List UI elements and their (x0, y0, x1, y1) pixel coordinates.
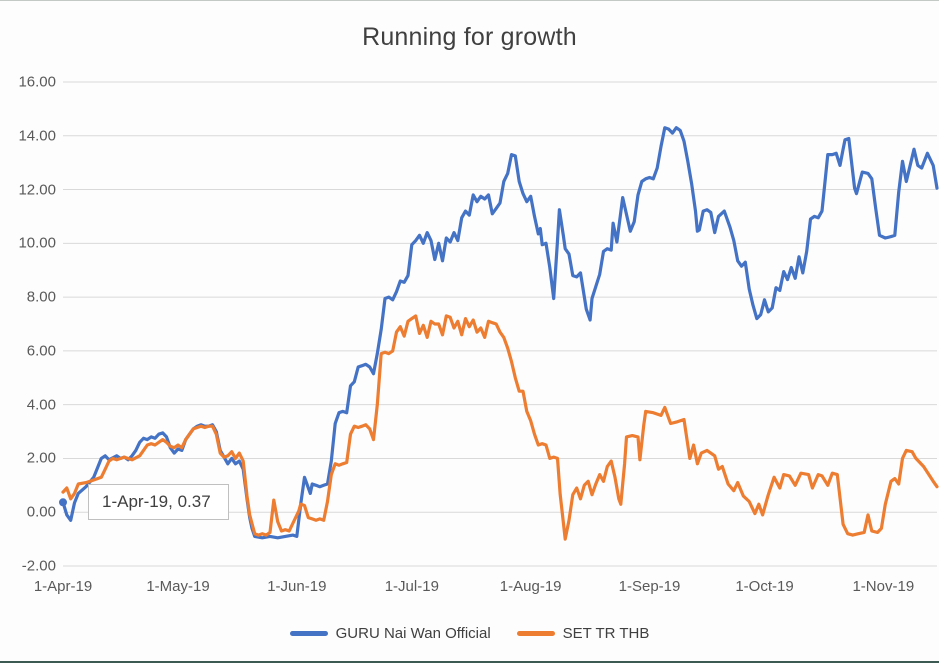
data-point-tooltip: 1-Apr-19, 0.37 (88, 484, 229, 520)
legend-label-set: SET TR THB (562, 624, 650, 642)
x-tick-label: 1-Oct-19 (735, 578, 794, 595)
y-tick-label: 2.00 (26, 449, 56, 467)
chart-legend: GURU Nai Wan Official SET TR THB (0, 619, 939, 647)
y-tick-label: 0.00 (26, 503, 56, 521)
x-tick-label: 1-Sep-19 (618, 578, 681, 595)
y-tick-label: 10.00 (18, 234, 56, 252)
selected-point-marker[interactable] (59, 498, 67, 507)
legend-swatch-guru-icon (289, 630, 328, 636)
series-line-set (61, 314, 939, 541)
y-tick-label: 12.00 (18, 181, 56, 199)
legend-swatch-set-icon (516, 630, 555, 636)
y-tick-label: 14.00 (18, 127, 56, 145)
y-tick-label: 6.00 (26, 342, 56, 360)
legend-item-set[interactable]: SET TR THB (516, 624, 650, 642)
x-tick-label: 1-Aug-19 (499, 578, 562, 595)
tooltip-text: 1-Apr-19, 0.37 (102, 492, 211, 511)
x-tick-label: 1-Nov-19 (852, 578, 915, 595)
y-tick-label: 8.00 (26, 288, 56, 306)
y-tick-label: -2.00 (21, 557, 56, 575)
x-tick-label: 1-Jul-19 (384, 578, 439, 595)
y-tick-label: 16.00 (18, 73, 56, 91)
chart-title: Running for growth (362, 23, 577, 51)
x-tick-label: 1-Jun-19 (267, 578, 327, 595)
legend-item-guru[interactable]: GURU Nai Wan Official (289, 624, 491, 642)
y-tick-label: 4.00 (26, 396, 56, 414)
x-tick-label: 1-May-19 (146, 578, 210, 595)
x-tick-label: 1-Apr-19 (33, 578, 93, 595)
legend-label-guru: GURU Nai Wan Official (335, 624, 491, 642)
